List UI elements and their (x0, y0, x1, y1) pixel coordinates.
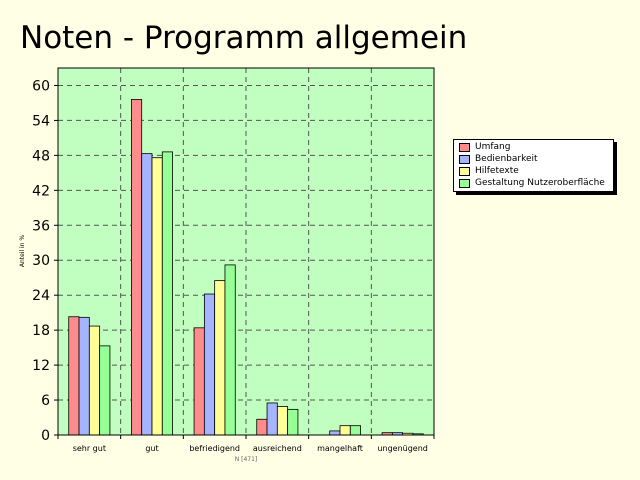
x-tick-label: ausreichend (253, 444, 302, 453)
y-tick-label: 60 (32, 78, 50, 94)
bar (130, 99, 143, 436)
legend-label: Hilfetexte (475, 166, 519, 176)
bar (329, 430, 341, 436)
bar (203, 293, 216, 436)
bar (214, 280, 226, 436)
bar (266, 402, 278, 436)
bar (99, 345, 111, 436)
y-tick-label: 0 (41, 428, 50, 444)
y-tick-label: 18 (32, 323, 50, 339)
legend-label: Umfang (475, 142, 511, 152)
y-tick-label: 6 (41, 393, 50, 409)
legend-label: Bedienbarkeit (475, 154, 538, 164)
bar (151, 157, 163, 436)
y-tick-label: 12 (32, 358, 50, 374)
legend-item: Hilfetexte (459, 166, 519, 177)
legend-item: Umfang (459, 142, 510, 153)
x-axis-title: N [471] (235, 456, 258, 463)
x-tick-label: gut (145, 444, 158, 453)
legend-swatch (459, 155, 470, 164)
x-tick-label: mangelhaft (317, 444, 363, 453)
legend-swatch (459, 179, 470, 188)
bar (276, 406, 289, 436)
bar (193, 327, 205, 436)
x-tick-label: befriedigend (189, 444, 240, 453)
bar (349, 425, 361, 436)
y-tick-label: 48 (32, 148, 50, 164)
legend: Umfang Bedienbarkeit Hilfetexte Gestaltung … (453, 139, 614, 192)
legend-item: Gestaltung Nutzeroberfläche (459, 178, 605, 189)
bar (256, 418, 268, 436)
y-axis-title: Anteil in % (19, 235, 26, 268)
legend-item: Bedienbarkeit (459, 154, 538, 165)
y-tick-label: 54 (32, 113, 50, 129)
y-axis: 0 6 12 18 24 30 36 42 48 54 60 (32, 78, 58, 444)
bar (339, 425, 351, 436)
page-title: Noten - Programm allgemein (20, 20, 468, 56)
bar (224, 264, 236, 436)
bar (287, 408, 299, 436)
bar (161, 151, 174, 436)
grid-lines (58, 68, 434, 435)
bar (141, 153, 153, 436)
x-tick-label: ungenügend (377, 444, 427, 453)
y-tick-label: 36 (32, 218, 50, 234)
bar (68, 316, 80, 436)
y-tick-label: 24 (32, 288, 50, 304)
legend-swatch (459, 167, 470, 176)
bar (78, 316, 90, 436)
x-tick-label: sehr gut (73, 444, 106, 453)
y-tick-label: 30 (32, 253, 50, 269)
legend-label: Gestaltung Nutzeroberfläche (475, 178, 605, 188)
x-axis: sehr gut gut befriedigend ausreichend mangel… (57, 435, 435, 453)
y-tick-label: 42 (32, 183, 50, 199)
legend-swatch (459, 143, 470, 152)
bar (88, 325, 101, 436)
